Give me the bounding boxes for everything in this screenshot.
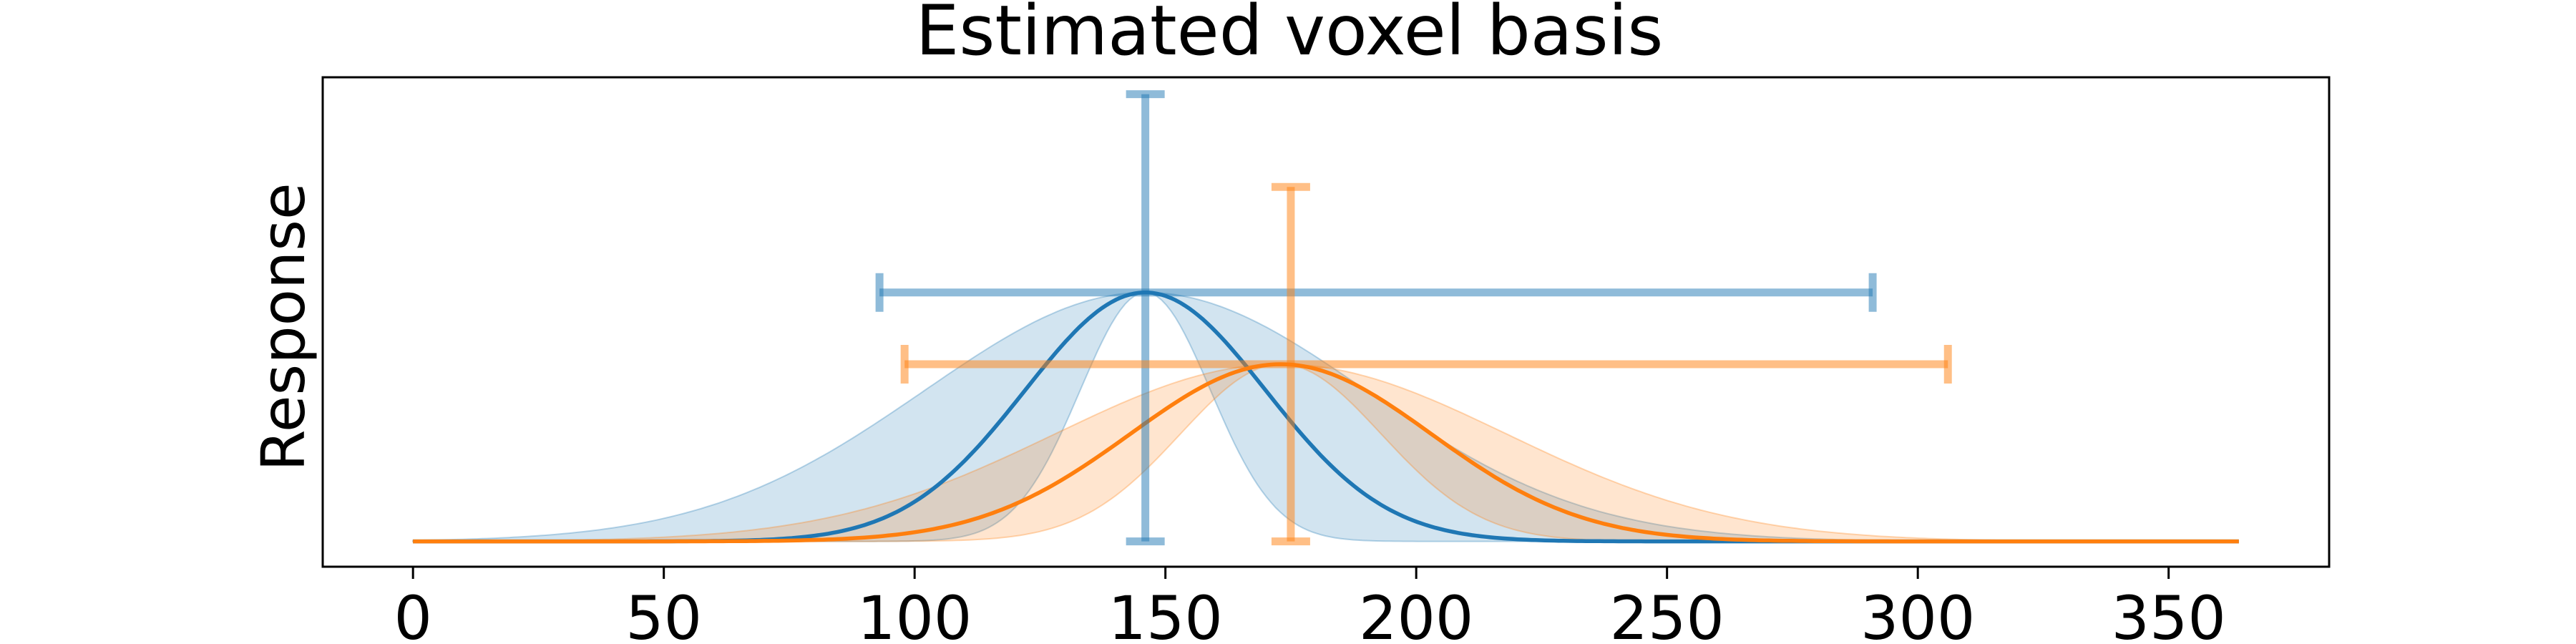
series-2-curve <box>413 362 2239 544</box>
chart-title: Estimated voxel basis <box>916 0 1664 71</box>
x-tick-label: 300 <box>1860 583 1975 644</box>
x-tick-label: 0 <box>394 583 431 644</box>
plot-frame <box>321 76 2331 568</box>
y-axis-label: Response <box>248 182 318 471</box>
x-tick-label: 250 <box>1610 583 1724 644</box>
series-1-band <box>412 291 2239 542</box>
x-axis: 0 50 100 150 200 250 300 350 <box>394 567 2226 644</box>
x-tick-label: 150 <box>1108 583 1223 644</box>
x-tick-label: 50 <box>625 583 702 644</box>
x-tick-label: 100 <box>857 583 972 644</box>
series-2-errorbars <box>900 182 1952 546</box>
x-tick-label: 200 <box>1359 583 1473 644</box>
x-tick-label: 350 <box>2112 583 2226 644</box>
plot-area <box>412 90 2239 546</box>
series-1-errorbars <box>875 90 1877 546</box>
